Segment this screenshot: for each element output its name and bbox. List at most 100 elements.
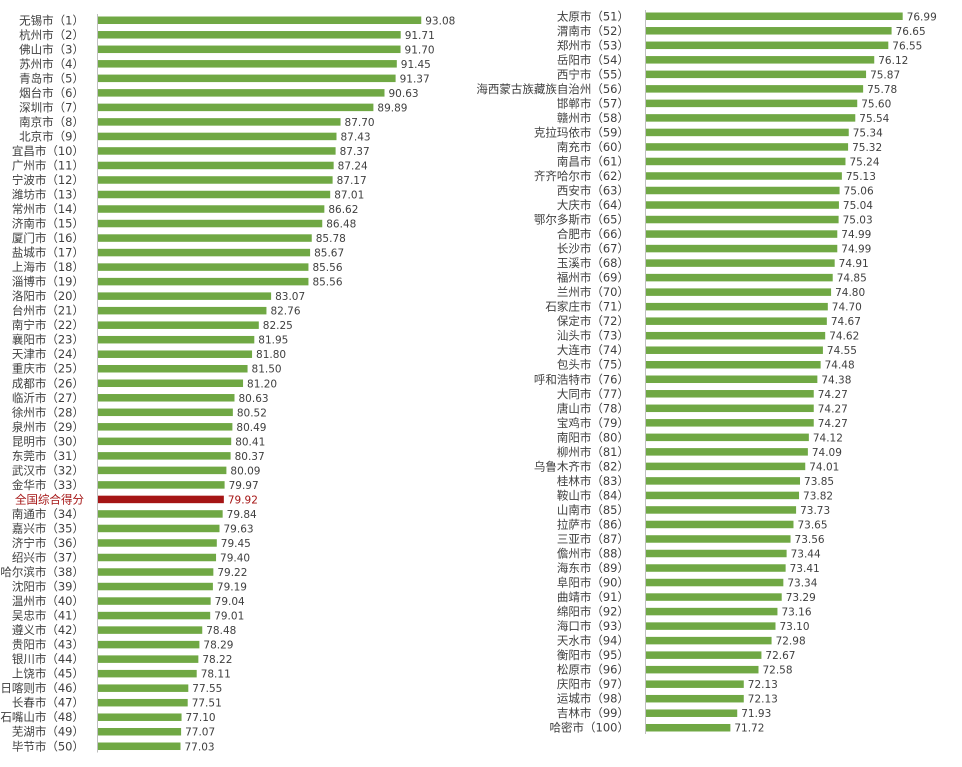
bar <box>98 132 337 141</box>
category-tick-label: 常州市（14） <box>12 202 84 216</box>
category-tick-label: 郑州市（53） <box>557 38 629 52</box>
value-label: 79.19 <box>217 582 247 594</box>
value-label: 74.55 <box>827 345 857 357</box>
category-tick-label: 长沙市（67） <box>557 242 629 256</box>
value-label: 91.37 <box>400 73 430 85</box>
bar <box>98 248 311 257</box>
value-label: 72.13 <box>748 679 778 691</box>
bar <box>98 727 182 736</box>
bar <box>98 742 181 751</box>
bar <box>646 723 731 732</box>
value-label: 74.38 <box>821 374 851 386</box>
value-label: 74.27 <box>818 418 848 430</box>
category-tick-label: 南宁市（22） <box>12 318 84 332</box>
value-label: 73.44 <box>791 549 821 561</box>
bar <box>646 56 875 64</box>
bar <box>98 524 220 533</box>
bar <box>646 709 738 717</box>
category-tick-label: 大连市（74） <box>557 343 629 357</box>
category-tick-label: 厦门市（16） <box>12 231 84 245</box>
category-tick-label: 天水市（94） <box>557 634 629 648</box>
category-tick-label: 东莞市（31） <box>12 449 84 463</box>
bar <box>646 259 835 267</box>
value-label: 81.95 <box>258 335 288 347</box>
bar <box>646 128 849 137</box>
national-average-value-label: 79.92 <box>228 494 258 506</box>
bar <box>98 31 401 39</box>
value-label: 72.13 <box>748 694 778 706</box>
category-tick-label: 南充市（60） <box>557 140 629 154</box>
category-tick-label: 杭州市（2） <box>19 28 84 42</box>
category-tick-label: 哈尔滨市（38） <box>0 565 84 579</box>
bar <box>98 626 203 634</box>
bar <box>98 60 397 68</box>
bar <box>98 379 244 388</box>
bar <box>98 161 334 170</box>
value-label: 83.07 <box>275 291 305 303</box>
value-label: 79.63 <box>224 523 254 535</box>
bar <box>646 448 808 456</box>
bar <box>646 593 782 601</box>
value-label: 79.97 <box>229 480 259 492</box>
bar <box>98 74 396 83</box>
bar <box>646 186 840 195</box>
value-label: 89.89 <box>377 102 407 114</box>
value-label: 82.25 <box>263 320 293 332</box>
value-label: 80.41 <box>235 436 265 448</box>
bar <box>646 27 892 35</box>
category-tick-label: 深圳市（7） <box>19 100 84 114</box>
value-label: 79.40 <box>220 553 250 565</box>
category-tick-label: 南通市（34） <box>12 507 84 521</box>
bar <box>98 423 233 431</box>
value-label: 85.78 <box>316 233 346 245</box>
category-tick-label: 海西蒙古族藏族自治州（56） <box>476 82 629 96</box>
value-label: 74.80 <box>835 287 865 299</box>
category-tick-label: 嘉兴市（35） <box>12 521 84 535</box>
category-tick-label: 鞍山市（84） <box>557 488 629 502</box>
bar <box>98 118 341 126</box>
value-label: 78.48 <box>206 625 236 637</box>
value-label: 74.27 <box>818 403 848 415</box>
bar <box>98 481 225 489</box>
category-tick-label: 宜昌市（10） <box>12 144 84 158</box>
bar <box>646 419 814 427</box>
value-label: 74.70 <box>832 302 862 314</box>
value-label: 78.22 <box>202 654 232 666</box>
bar <box>646 404 814 413</box>
bar <box>646 41 889 50</box>
category-tick-label: 毕节市（50） <box>12 739 84 753</box>
value-label: 86.48 <box>326 219 356 231</box>
value-label: 74.85 <box>837 273 867 285</box>
category-tick-label: 南阳市（80） <box>557 430 629 444</box>
value-label: 74.48 <box>825 360 855 372</box>
bar <box>646 491 800 500</box>
value-label: 87.43 <box>341 131 371 143</box>
value-label: 72.58 <box>762 665 792 677</box>
category-tick-label: 阜阳市（90） <box>557 576 629 590</box>
bar <box>98 103 374 112</box>
value-label: 85.56 <box>312 262 342 274</box>
value-label: 79.04 <box>215 596 245 608</box>
value-label: 71.72 <box>734 723 764 735</box>
bar <box>98 698 188 707</box>
value-label: 81.80 <box>256 349 286 361</box>
bar <box>98 655 199 663</box>
category-tick-label: 西安市（63） <box>557 184 629 198</box>
bar <box>646 85 864 93</box>
category-tick-label: 南京市（8） <box>19 115 84 129</box>
value-label: 78.11 <box>201 669 231 681</box>
category-tick-label: 吉林市（99） <box>557 706 629 720</box>
value-label: 74.62 <box>829 331 859 343</box>
category-tick-label: 上饶市（45） <box>12 667 84 681</box>
bar <box>98 669 197 678</box>
value-label: 80.37 <box>235 451 265 463</box>
value-label: 75.32 <box>852 142 882 154</box>
value-label: 80.49 <box>236 422 266 434</box>
category-tick-label: 苏州市（4） <box>19 57 84 71</box>
bar <box>98 89 385 97</box>
category-tick-label: 金华市（33） <box>12 478 84 492</box>
value-label: 75.04 <box>843 200 873 212</box>
bar <box>646 462 806 471</box>
category-tick-label: 天津市（24） <box>12 347 84 361</box>
category-tick-label: 福州市（69） <box>557 271 629 285</box>
